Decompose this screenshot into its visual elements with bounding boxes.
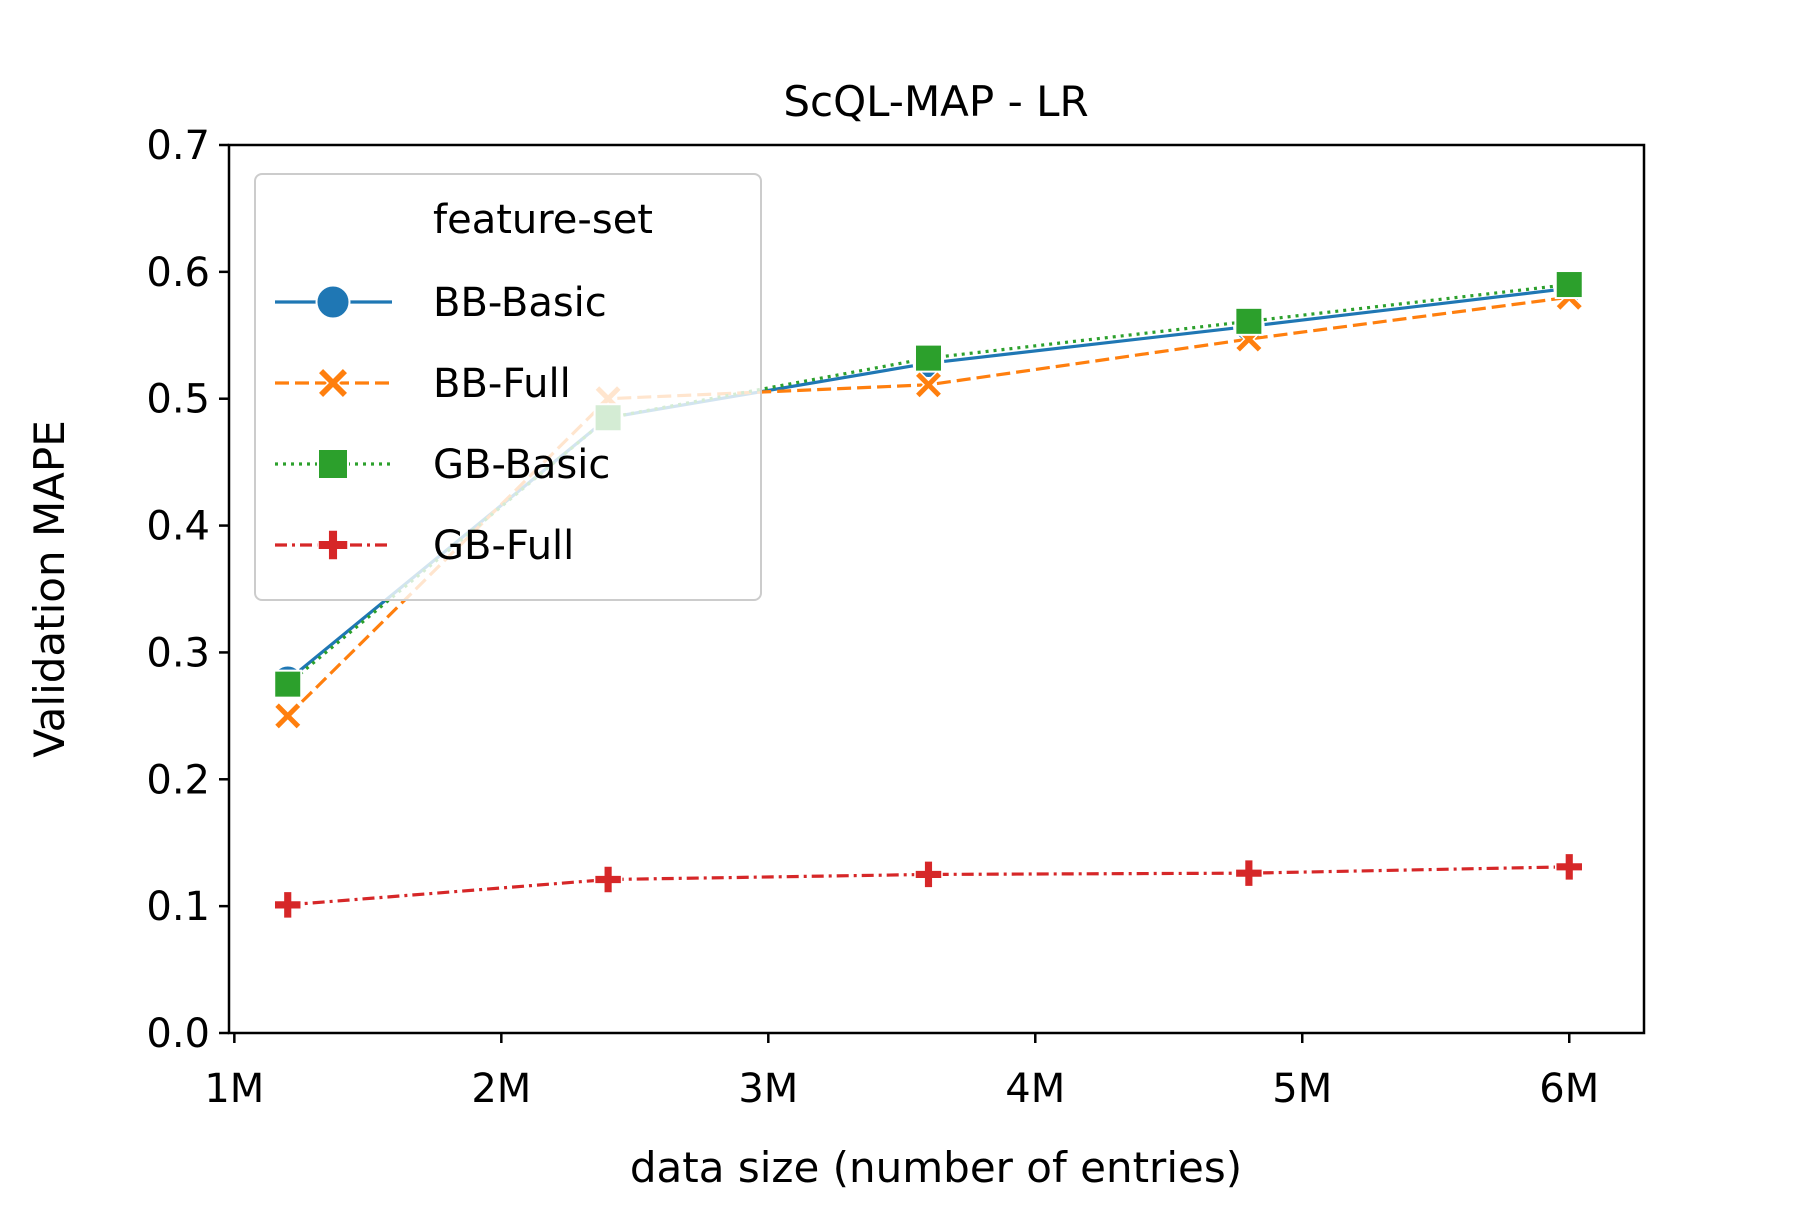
x-tick-label: 6M	[1539, 1066, 1599, 1112]
data-point-gb-full	[1554, 852, 1584, 882]
y-tick-label: 0.1	[146, 884, 210, 930]
legend-item-gb-full: GB-Full	[275, 523, 574, 569]
series-line-gb-full	[287, 865, 1570, 907]
data-point-gb-full	[593, 865, 623, 894]
chart-title: ScQL-MAP - LR	[783, 77, 1088, 126]
y-tick-label: 0.4	[146, 504, 210, 550]
series-gb-full	[273, 852, 1584, 920]
data-point-bb-full	[273, 701, 303, 731]
y-tick-label: 0.5	[146, 377, 210, 423]
y-tick-label: 0.7	[146, 123, 210, 169]
data-point-gb-full	[273, 890, 302, 920]
x-tick-label: 1M	[204, 1066, 264, 1112]
data-point-gb-basic	[1234, 306, 1264, 336]
legend-item-gb-basic: GB-Basic	[275, 442, 610, 488]
legend-label: BB-Full	[433, 361, 571, 407]
data-point-gb-full	[1234, 858, 1264, 888]
data-point-gb-basic	[1554, 270, 1584, 300]
data-point-bb-full	[913, 370, 944, 400]
legend-marker	[316, 366, 350, 400]
legend-marker	[317, 529, 349, 561]
legend-label: GB-Basic	[433, 442, 610, 488]
legend-title: feature-set	[433, 197, 653, 243]
legend-label: BB-Basic	[433, 280, 607, 326]
legend-marker	[315, 284, 351, 320]
x-axis-label: data size (number of entries)	[630, 1143, 1242, 1192]
x-tick-label: 5M	[1272, 1066, 1332, 1112]
data-point-gb-basic	[913, 343, 943, 373]
legend-marker	[317, 448, 349, 480]
legend-box	[254, 173, 762, 601]
legend-item-bb-full: BB-Full	[275, 361, 571, 407]
y-tick-label: 0.0	[146, 1011, 210, 1057]
legend-label: GB-Full	[433, 523, 574, 569]
plot-frame	[227, 143, 1646, 1035]
x-tick-label: 4M	[1005, 1066, 1065, 1112]
data-point-gb-basic	[273, 669, 303, 699]
axis-ticks: 1M 2M 3M 4M 5M 6M 0.0 0.1 0.2 0.3 0.4 0.5 0.6 0.7	[146, 123, 1599, 1112]
data-point-gb-full	[914, 860, 943, 889]
legend-item-bb-basic: BB-Basic	[275, 280, 607, 326]
legend: feature-set BB-Basic BB-Full GB-Basic GB-Ful…	[254, 173, 762, 601]
y-tick-label: 0.2	[146, 757, 210, 803]
x-tick-label: 3M	[738, 1066, 798, 1112]
y-tick-label: 0.6	[146, 250, 210, 296]
y-axis-label: Validation MAPE	[25, 420, 74, 758]
x-tick-label: 2M	[471, 1066, 531, 1112]
y-tick-label: 0.3	[146, 630, 210, 676]
